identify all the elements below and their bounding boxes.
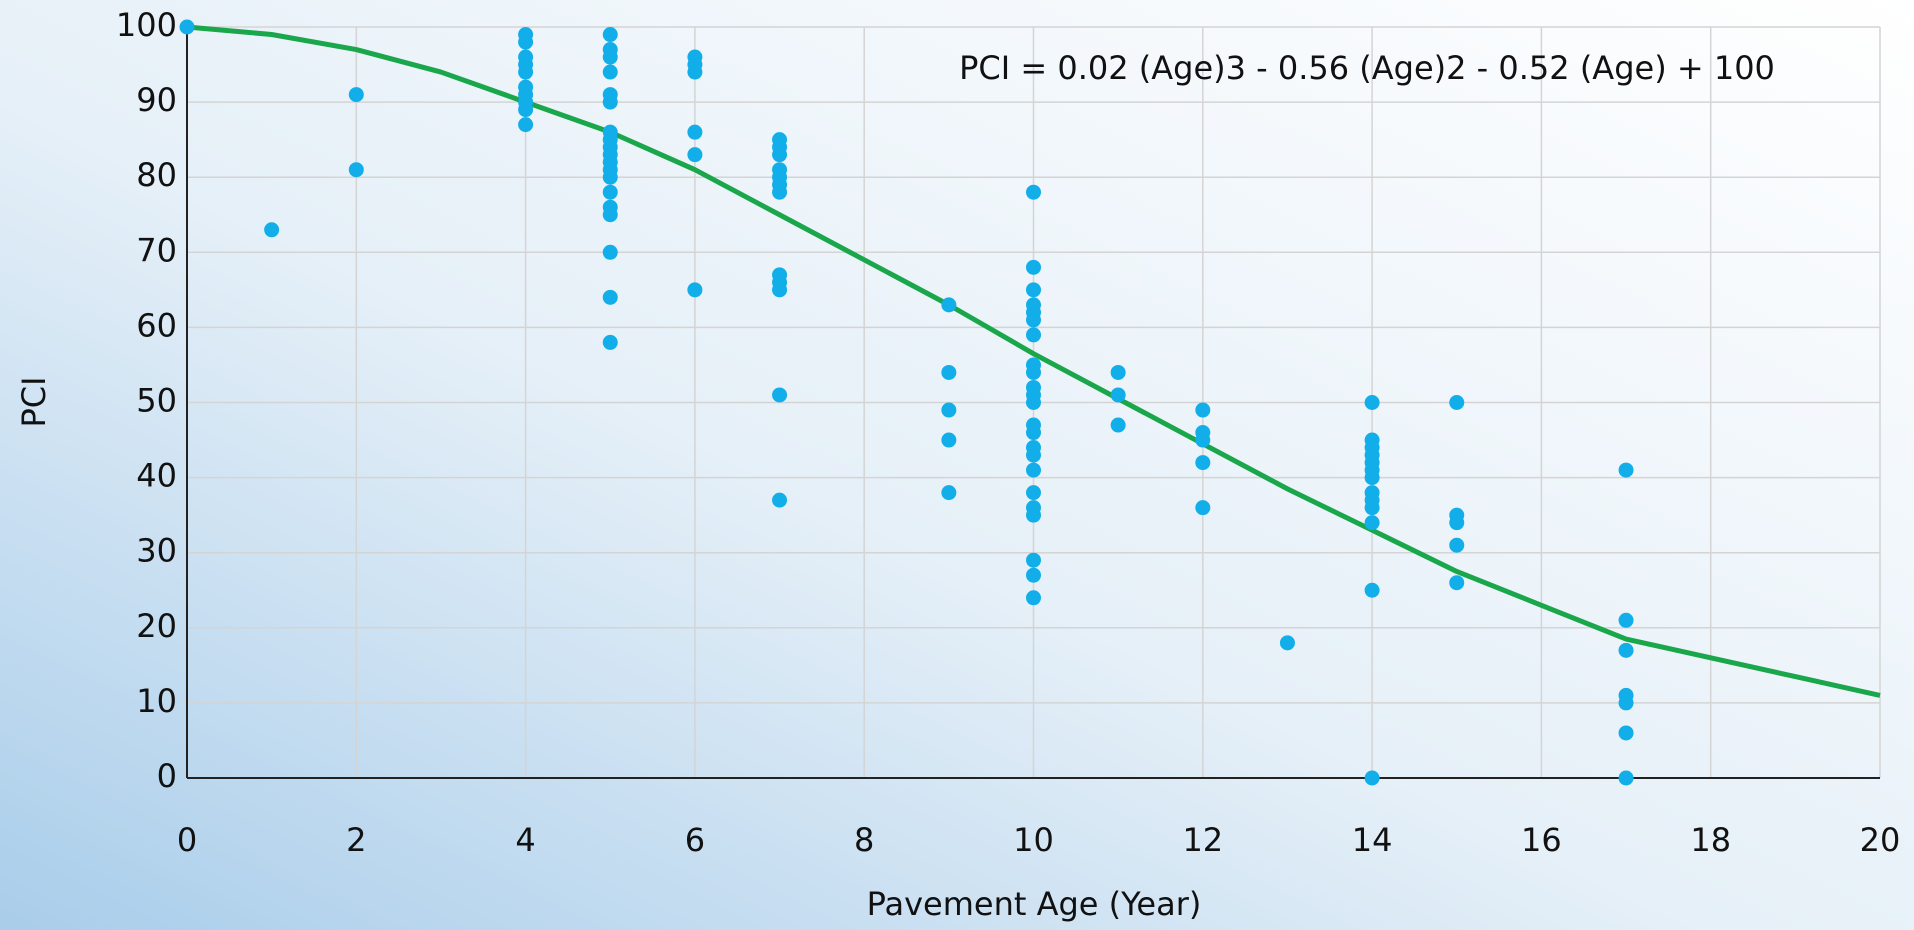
y-tick-label: 40 [136, 457, 177, 495]
data-point [603, 95, 618, 110]
data-point [518, 35, 533, 50]
data-point [1365, 395, 1380, 410]
data-point [772, 387, 787, 402]
data-point [1026, 312, 1041, 327]
data-point [1619, 613, 1634, 628]
x-tick-label: 2 [346, 821, 366, 859]
y-tick-label: 20 [136, 607, 177, 645]
data-point [1026, 260, 1041, 275]
data-point [1280, 635, 1295, 650]
x-tick-label: 14 [1352, 821, 1393, 859]
data-point [687, 65, 702, 80]
data-point [603, 335, 618, 350]
data-point [941, 297, 956, 312]
data-point [1619, 695, 1634, 710]
data-point [1449, 538, 1464, 553]
data-point [687, 282, 702, 297]
data-point [1449, 515, 1464, 530]
y-tick-label: 70 [136, 231, 177, 269]
y-tick-label: 10 [136, 682, 177, 720]
data-point [1365, 771, 1380, 786]
data-point [772, 185, 787, 200]
data-point [941, 365, 956, 380]
y-tick-label: 0 [157, 757, 177, 795]
data-point [264, 222, 279, 237]
x-tick-label: 20 [1860, 821, 1901, 859]
data-point [1026, 185, 1041, 200]
x-tick-label: 12 [1182, 821, 1223, 859]
data-point [1026, 282, 1041, 297]
data-point [1026, 463, 1041, 478]
data-point [1195, 455, 1210, 470]
data-point [1619, 725, 1634, 740]
data-point [603, 170, 618, 185]
annotation: PCI = 0.02 (Age)3 - 0.56 (Age)2 - 0.52 (… [959, 49, 1775, 87]
data-point [1111, 387, 1126, 402]
data-point [1026, 425, 1041, 440]
data-point [1026, 485, 1041, 500]
data-point [1449, 575, 1464, 590]
data-point [941, 433, 956, 448]
y-tick-label: 30 [136, 532, 177, 570]
data-point [1365, 515, 1380, 530]
y-tick-label: 50 [136, 382, 177, 420]
chart: Pavement Age (Year) PCI PCI = 0.02 (Age)… [0, 0, 1914, 930]
y-tick-label: 100 [116, 6, 177, 44]
data-point [603, 245, 618, 260]
data-point [1365, 470, 1380, 485]
data-point [518, 65, 533, 80]
data-point [1026, 590, 1041, 605]
y-tick-label: 80 [136, 156, 177, 194]
y-tick-label: 90 [136, 81, 177, 119]
data-point [349, 87, 364, 102]
x-tick-label: 8 [854, 821, 874, 859]
x-tick-label: 0 [177, 821, 197, 859]
x-tick-label: 16 [1521, 821, 1562, 859]
x-tick-label: 18 [1690, 821, 1731, 859]
data-point [1195, 500, 1210, 515]
data-point [1026, 568, 1041, 583]
data-point [603, 65, 618, 80]
data-point [1026, 365, 1041, 380]
data-point [941, 403, 956, 418]
data-point [1449, 395, 1464, 410]
data-point [1026, 327, 1041, 342]
data-point [603, 50, 618, 65]
data-point [941, 485, 956, 500]
data-point [1111, 365, 1126, 380]
data-point [1619, 643, 1634, 658]
data-point [603, 185, 618, 200]
data-point [687, 147, 702, 162]
data-point [1026, 508, 1041, 523]
x-tick-label: 10 [1013, 821, 1054, 859]
data-point [1619, 771, 1634, 786]
data-point [518, 102, 533, 117]
data-point [180, 20, 195, 35]
data-point [772, 282, 787, 297]
data-point [772, 147, 787, 162]
data-point [603, 27, 618, 42]
data-point [1026, 395, 1041, 410]
data-point [603, 290, 618, 305]
data-point [1195, 403, 1210, 418]
x-axis-title: Pavement Age (Year) [867, 885, 1202, 923]
data-point [1365, 500, 1380, 515]
y-tick-label: 60 [136, 306, 177, 344]
data-point [1026, 448, 1041, 463]
x-tick-label: 6 [685, 821, 705, 859]
data-point [772, 493, 787, 508]
y-axis-title: PCI [15, 376, 53, 427]
data-point [1026, 553, 1041, 568]
data-point [1195, 433, 1210, 448]
x-tick-label: 4 [515, 821, 535, 859]
data-point [518, 117, 533, 132]
data-point [1365, 583, 1380, 598]
data-point [349, 162, 364, 177]
data-point [1619, 463, 1634, 478]
data-point [603, 207, 618, 222]
data-point [1111, 418, 1126, 433]
data-point [687, 125, 702, 140]
